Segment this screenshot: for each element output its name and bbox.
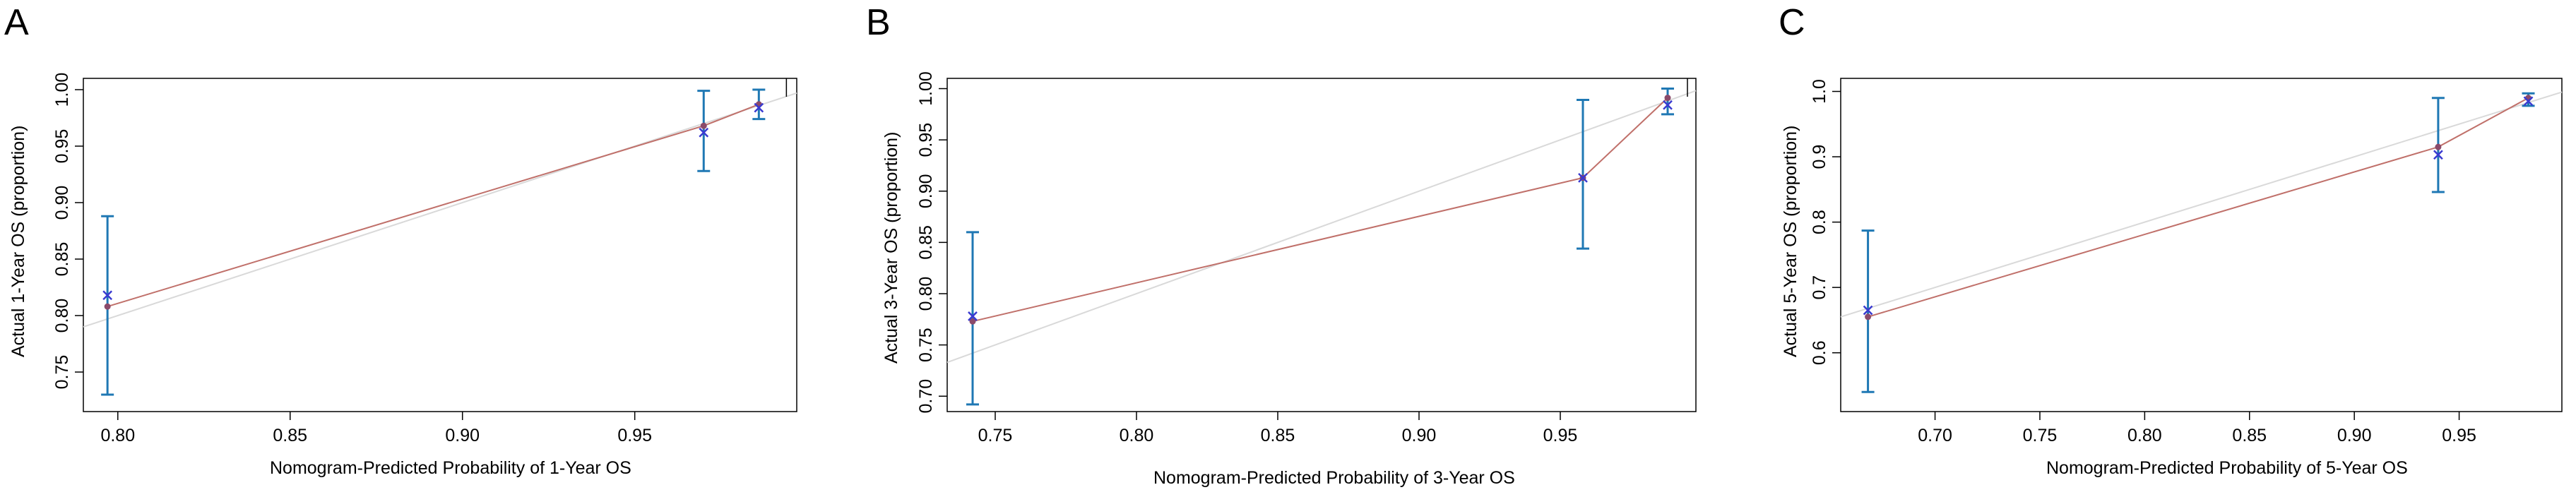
bias-corrected-marker [102,290,113,301]
y-tick-label: 0.75 [916,328,936,362]
x-tick-label: 0.85 [1261,426,1295,445]
y-tick-label: 0.9 [1810,145,1829,169]
bias-corrected-marker [1863,305,1873,316]
panel-letter-b: B [866,2,891,43]
apparent-line [1868,97,2529,318]
bias-corrected-marker [754,102,764,113]
bias-corrected-marker [2523,96,2534,107]
bias-corrected-marker [1663,100,1673,110]
plot-frame [83,78,797,412]
ideal-line [1840,91,2563,318]
y-tick-label: 0.85 [52,242,72,277]
y-tick-label: 0.80 [916,277,936,311]
apparent-line [107,103,759,308]
x-tick-label: 0.95 [1543,426,1578,445]
observed-point [700,122,707,129]
bias-corrected-marker [2433,150,2443,160]
panel-letter-a: A [4,2,29,43]
y-tick-label: 0.8 [1810,210,1829,234]
y-tick-label: 0.80 [52,299,72,333]
x-tick-label: 0.80 [100,426,135,445]
x-tick-label: 0.85 [273,426,307,445]
y-tick-label: 0.90 [52,186,72,220]
x-tick-label: 0.95 [617,426,652,445]
x-tick-label: 0.90 [2337,426,2372,445]
ideal-line [946,90,1697,364]
y-tick-label: 0.90 [916,174,936,208]
x-tick-label: 0.75 [2023,426,2058,445]
plot-frame [1840,78,2563,412]
y-tick-label: 1.00 [916,71,936,106]
panel-letter-c: C [1779,2,1805,43]
bias-corrected-marker [1578,172,1588,183]
y-tick-label: 0.85 [916,225,936,260]
x-tick-label: 0.90 [1402,426,1437,445]
plot-frame [946,78,1697,412]
y-tick-label: 1.00 [52,73,72,107]
bias-corrected-marker [968,311,978,321]
observed-point [1664,95,1671,102]
plot-c: 0.70 0.75 0.80 0.85 0.90 0.95 0.6 0.7 0.8 0.9 1.0 [1810,78,2563,445]
plot-b: 0.75 0.80 0.85 0.90 0.95 0.70 0.75 0.80 0.85 0.90… [916,71,1697,445]
observed-point [1865,313,1872,321]
x-tick-label: 0.90 [445,426,480,445]
ideal-line [83,92,797,328]
x-tick-label: 0.80 [1120,426,1154,445]
y-tick-label: 0.95 [52,129,72,164]
bias-corrected-marker [699,127,709,138]
x-tick-label: 0.95 [2442,426,2476,445]
x-tick-label: 0.75 [978,426,1013,445]
y-tick-label: 0.6 [1810,340,1829,365]
observed-point [969,318,976,325]
observed-point [2435,143,2442,150]
x-tick-label: 0.85 [2232,426,2267,445]
observed-point [104,303,111,310]
y-tick-label: 0.75 [52,355,72,390]
x-tick-label: 0.80 [2127,426,2162,445]
y-tick-label: 1.0 [1810,79,1829,104]
x-axis-label-a: Nomogram-Predicted Probability of 1-Year… [270,458,631,478]
x-tick-label: 0.70 [1918,426,1952,445]
y-tick-label: 0.95 [916,123,936,157]
y-tick-label: 0.7 [1810,275,1829,300]
plot-a: 0.80 0.85 0.90 0.95 0.75 0.80 0.85 0.90 0.95 1.00 [52,73,797,445]
apparent-line [972,97,1668,323]
x-axis-label-b: Nomogram-Predicted Probability of 3-Year… [1153,468,1515,488]
y-tick-label: 0.70 [916,379,936,414]
x-axis-label-c: Nomogram-Predicted Probability of 5-Year… [2046,458,2408,478]
